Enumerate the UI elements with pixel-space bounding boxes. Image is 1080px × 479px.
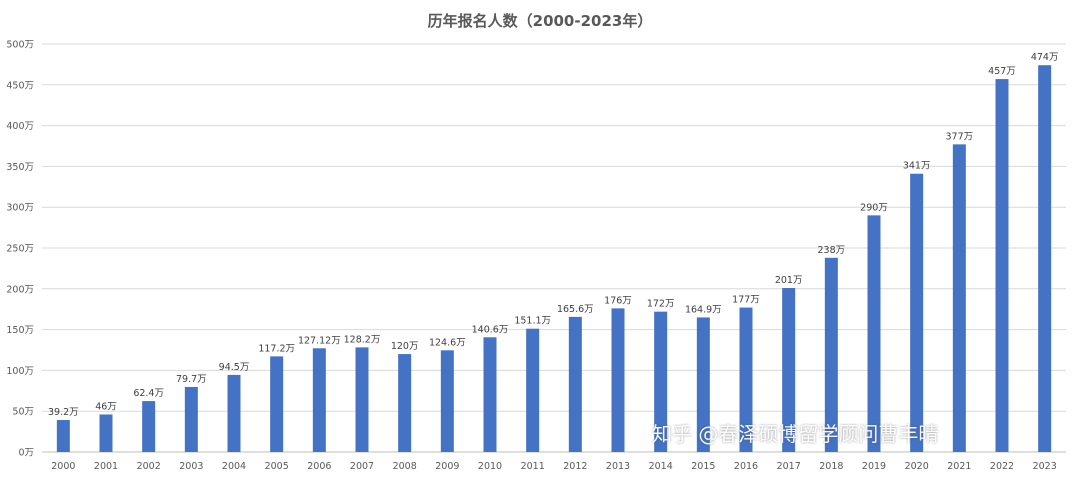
- y-tick-label: 0万: [18, 448, 34, 459]
- x-tick-label: 2011: [521, 461, 545, 472]
- x-tick-label: 2000: [51, 461, 75, 472]
- x-tick-label: 2004: [222, 461, 246, 472]
- x-tick-label: 2008: [393, 461, 417, 472]
- bar: [568, 316, 582, 452]
- data-label: 457万: [988, 66, 1016, 77]
- data-label: 177万: [732, 295, 760, 306]
- data-label: 377万: [946, 131, 974, 142]
- bar: [526, 328, 540, 452]
- y-tick-label: 150万: [6, 325, 34, 336]
- chart-title: 历年报名人数（2000-2023年）: [427, 12, 653, 30]
- x-tick-label: 2021: [947, 461, 971, 472]
- data-label: 94.5万: [219, 362, 250, 373]
- bar: [270, 356, 284, 452]
- data-label: 127.12万: [298, 335, 341, 346]
- x-tick-label: 2015: [691, 461, 715, 472]
- data-label: 46万: [95, 401, 117, 412]
- bar: [398, 354, 412, 452]
- y-tick-label: 300万: [6, 203, 34, 214]
- x-tick-label: 2007: [350, 461, 374, 472]
- data-label: 201万: [775, 275, 803, 286]
- bar: [1038, 65, 1052, 452]
- x-tick-label: 2023: [1033, 461, 1057, 472]
- bar: [483, 337, 497, 452]
- bar: [56, 420, 70, 452]
- x-tick-label: 2006: [307, 461, 331, 472]
- bar: [99, 414, 113, 452]
- x-tick-label: 2019: [862, 461, 886, 472]
- x-tick-label: 2020: [905, 461, 929, 472]
- x-tick-label: 2001: [94, 461, 118, 472]
- y-tick-label: 100万: [6, 366, 34, 377]
- data-label: 79.7万: [176, 374, 207, 385]
- bar: [910, 173, 924, 452]
- x-tick-label: 2005: [265, 461, 289, 472]
- data-label: 140.6万: [472, 324, 509, 335]
- bar: [824, 257, 838, 452]
- data-label: 164.9万: [685, 304, 722, 315]
- x-tick-label: 2017: [777, 461, 801, 472]
- bar: [696, 317, 710, 452]
- y-tick-label: 350万: [6, 162, 34, 173]
- data-label: 39.2万: [48, 407, 79, 418]
- bar: [952, 144, 966, 453]
- data-label: 165.6万: [557, 304, 594, 315]
- bar: [142, 401, 156, 452]
- y-tick-label: 400万: [6, 121, 34, 132]
- x-tick-label: 2002: [137, 461, 161, 472]
- data-label: 341万: [903, 161, 931, 172]
- y-tick-label: 250万: [6, 244, 34, 255]
- bar: [782, 287, 796, 452]
- data-label: 238万: [818, 245, 846, 256]
- bar: [611, 308, 625, 452]
- bar: [654, 311, 668, 452]
- data-label: 120万: [391, 341, 419, 352]
- data-label: 62.4万: [133, 388, 164, 399]
- x-tick-label: 2009: [435, 461, 459, 472]
- data-label: 151.1万: [514, 316, 551, 327]
- bar: [995, 79, 1009, 452]
- data-label: 124.6万: [429, 337, 466, 348]
- data-label: 172万: [647, 299, 675, 310]
- data-label: 117.2万: [258, 343, 295, 354]
- x-tick-label: 2016: [734, 461, 758, 472]
- x-tick-label: 2018: [819, 461, 843, 472]
- bar: [312, 348, 326, 452]
- bar: [355, 347, 369, 452]
- x-tick-label: 2013: [606, 461, 630, 472]
- watermark-text: 知乎 @春泽硕博留学顾问曹丰晴: [652, 422, 939, 446]
- x-tick-label: 2022: [990, 461, 1014, 472]
- y-tick-label: 200万: [6, 284, 34, 295]
- x-tick-label: 2010: [478, 461, 502, 472]
- y-tick-label: 50万: [12, 407, 34, 418]
- data-label: 474万: [1031, 52, 1059, 63]
- data-label: 176万: [604, 295, 632, 306]
- bar: [227, 374, 241, 452]
- x-tick-label: 2012: [563, 461, 587, 472]
- bar: [867, 215, 881, 452]
- bar: [184, 386, 198, 452]
- data-label: 128.2万: [344, 334, 381, 345]
- data-label: 290万: [860, 202, 888, 213]
- y-tick-label: 450万: [6, 80, 34, 91]
- y-tick-label: 500万: [6, 40, 34, 51]
- x-tick-label: 2014: [649, 461, 673, 472]
- x-tick-label: 2003: [179, 461, 203, 472]
- bar: [739, 307, 753, 452]
- bar: [440, 350, 454, 452]
